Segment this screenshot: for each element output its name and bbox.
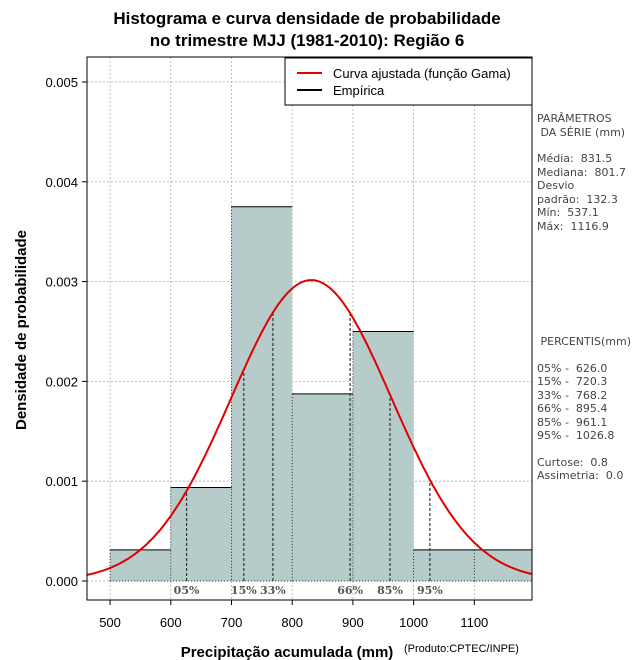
param-media: Média: 831.5: [537, 152, 613, 165]
credit-text: (Produto:CPTEC/INPE): [404, 643, 519, 655]
x-tick-label: 800: [281, 615, 303, 630]
histogram-bar: [170, 487, 232, 581]
y-axis-label: Densidade de probabilidade: [13, 230, 30, 430]
histogram-bar: [413, 549, 475, 581]
x-axis-ticks: 500 600 700 800 900 1000 1100: [99, 600, 488, 630]
plot-frame: [86, 56, 533, 601]
assimetria: Assimetria: 0.0: [537, 469, 624, 482]
y-axis-ticks: 0.000 0.001 0.002 0.003 0.004 0.005: [45, 75, 87, 589]
histogram-bar: [474, 549, 532, 581]
legend-label-fitted: Curva ajustada (função Gama): [333, 66, 511, 81]
x-tick-label: 900: [342, 615, 364, 630]
param-mediana: Mediana: 801.7: [537, 165, 626, 179]
y-tick-label: 0.003: [45, 275, 78, 290]
histogram-bars: [109, 206, 533, 582]
percentile-05: 05% - 626.0: [537, 361, 608, 375]
percentile-label: 05%: [174, 584, 200, 597]
histogram-bar: [110, 549, 171, 581]
params-title-2: DA SÉRIE (mm): [537, 125, 626, 139]
x-tick-label: 500: [99, 615, 121, 630]
histogram-bar: [352, 331, 414, 581]
x-tick-label: 1100: [460, 615, 488, 630]
fitted-curve: [86, 279, 532, 576]
x-tick-label: 700: [221, 615, 243, 630]
legend-box: [284, 57, 533, 106]
x-tick-label: 1000: [399, 615, 428, 630]
x-tick-label: 600: [160, 615, 182, 630]
y-tick-label: 0.001: [45, 474, 78, 489]
y-tick-label: 0.002: [45, 374, 78, 389]
percentile-lines: 05% 15% 33% 66% 85% 95%: [174, 312, 443, 597]
param-min: Mín: 537.1: [537, 206, 599, 219]
legend: Curva ajustada (função Gama) Empírica: [284, 57, 533, 106]
percentile-33: 33% - 768.2: [537, 388, 608, 402]
legend-label-empirical: Empírica: [333, 83, 385, 98]
histogram-bar: [231, 206, 293, 581]
histogram-bar: [292, 393, 353, 581]
percentile-label: 85%: [377, 584, 403, 597]
percentile-95: 95% - 1026.8: [537, 429, 615, 442]
percentile-85: 85% - 961.1: [537, 415, 608, 429]
chart-title-line-1: Histograma e curva densidade de probabil…: [113, 9, 500, 28]
y-tick-label: 0.000: [45, 574, 78, 589]
percentiles-panel: PERCENTIS(mm) 05% - 626.0 15% - 720.3 33…: [537, 335, 640, 483]
percentile-label: 15%: [231, 584, 257, 597]
percentile-label: 66%: [337, 584, 363, 597]
percentile-15: 15% - 720.3: [537, 375, 608, 388]
y-tick-label: 0.005: [45, 75, 78, 90]
percentile-66: 66% - 895.4: [537, 402, 608, 415]
param-desvio-2: padrão: 132.3: [537, 192, 618, 206]
percentile-label: 95%: [417, 584, 443, 597]
series-parameters-panel: PARÂMETROS DA SÉRIE (mm) Média: 831.5 Me…: [537, 112, 640, 233]
percentis-title: PERCENTIS(mm): [537, 335, 631, 348]
percentile-label: 33%: [260, 584, 286, 597]
curtose: Curtose: 0.8: [537, 455, 608, 469]
y-tick-label: 0.004: [45, 175, 78, 190]
chart-title-line-2: no trimestre MJJ (1981-2010): Região 6: [150, 31, 465, 50]
param-max: Máx: 1116.9: [537, 219, 609, 233]
param-desvio-1: Desvio: [537, 179, 575, 192]
x-axis-label: Precipitação acumulada (mm): [181, 644, 394, 660]
params-title-1: PARÂMETROS: [537, 112, 612, 125]
